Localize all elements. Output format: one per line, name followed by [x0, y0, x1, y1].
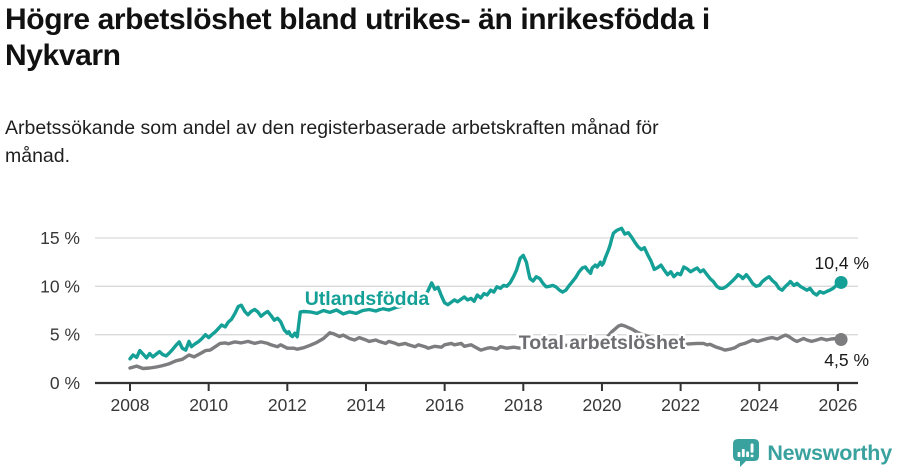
x-axis-tick-label: 2008: [111, 395, 150, 415]
series-label-total-arbetsloshet: Total arbetslöshet: [519, 332, 686, 354]
x-axis-tick-label: 2024: [740, 395, 779, 415]
series-line-utlandsfodda: [128, 226, 843, 361]
x-axis-tick-label: 2012: [268, 395, 307, 415]
x-axis-tick-label: 2014: [347, 395, 386, 415]
x-axis-tick-label: 2018: [504, 395, 543, 415]
end-dot-total: [834, 332, 848, 346]
newsworthy-logo-link[interactable]: Newsworthy: [732, 438, 892, 468]
end-value-label-total: 4,5 %: [824, 350, 869, 370]
x-axis-tick-label: 2022: [661, 395, 700, 415]
newsworthy-wordmark: Newsworthy: [767, 440, 892, 465]
x-axis-tick-label: 2010: [189, 395, 228, 415]
x-axis-tick-label: 2020: [582, 395, 621, 415]
y-axis-tick-label: 15 %: [40, 228, 80, 248]
series-line-total-arbetsloshet: [128, 323, 843, 371]
series-label-utlandsfodda: Utlandsfödda: [305, 288, 430, 310]
x-axis-tick-label: 2016: [425, 395, 464, 415]
end-dot-utlandsfodda: [834, 275, 848, 289]
chart-subtitle: Arbetssökande som andel av den registerb…: [5, 117, 659, 167]
end-value-label-utlandsfodda: 10,4 %: [815, 253, 869, 273]
y-axis-tick-label: 10 %: [40, 276, 80, 296]
newsworthy-speech-bubble-icon: [733, 439, 760, 467]
y-axis-tick-label: 0 %: [50, 373, 80, 393]
line-chart: 0 % 5 % 10 % 15 % 2008 2010 2012 2014 2016 2018 20…: [40, 226, 869, 415]
x-axis-tick-label: 2026: [818, 395, 857, 415]
y-axis-tick-label: 5 %: [50, 325, 80, 345]
page-title: Högre arbetslöshet bland utrikes- än inr…: [5, 3, 710, 72]
